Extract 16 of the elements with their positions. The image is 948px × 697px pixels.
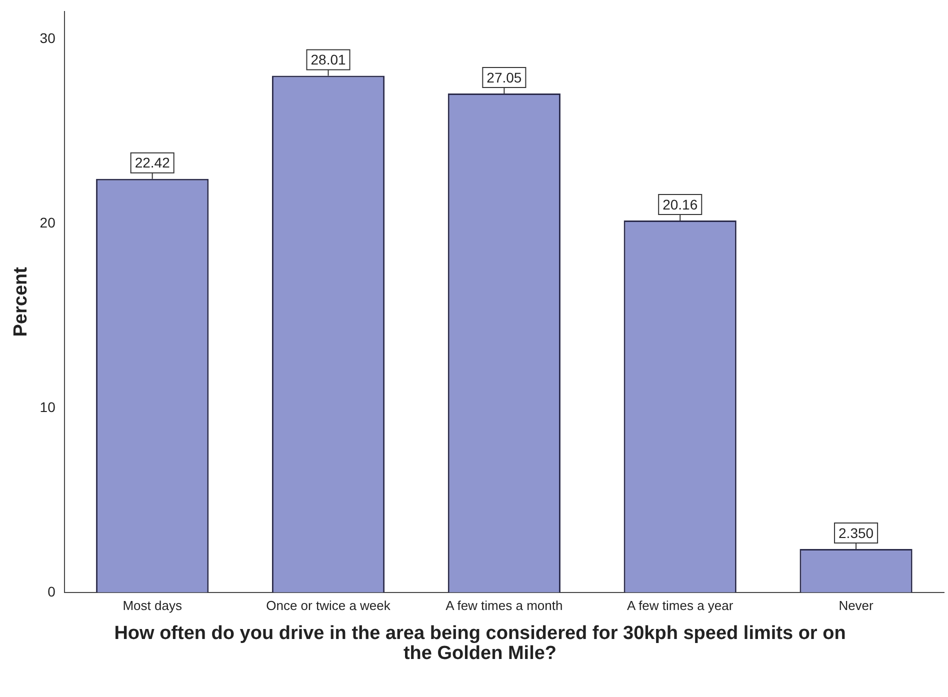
x-tick-label: A few times a year <box>627 598 734 613</box>
x-tick-label: A few times a month <box>446 598 563 613</box>
x-axis-title: How often do you drive in the area being considered for 30kph speed limits or on the Golden Mile? <box>113 623 847 664</box>
data-label: 27.05 <box>486 69 522 86</box>
y-axis-title: Percent <box>10 266 32 337</box>
y-tick-label: 30 <box>40 30 56 46</box>
data-label: 22.42 <box>134 154 170 171</box>
x-tick-label: Never <box>838 598 874 613</box>
y-tick-label: 0 <box>48 583 56 600</box>
y-tick-label: 20 <box>40 214 56 230</box>
data-label: 20.16 <box>662 196 698 212</box>
data-label: 28.01 <box>310 52 346 68</box>
y-tick-label: 10 <box>40 398 56 415</box>
data-label: 2.350 <box>838 524 874 541</box>
x-tick-label: Most days <box>122 598 182 613</box>
x-tick-label: Once or twice a week <box>266 598 391 613</box>
